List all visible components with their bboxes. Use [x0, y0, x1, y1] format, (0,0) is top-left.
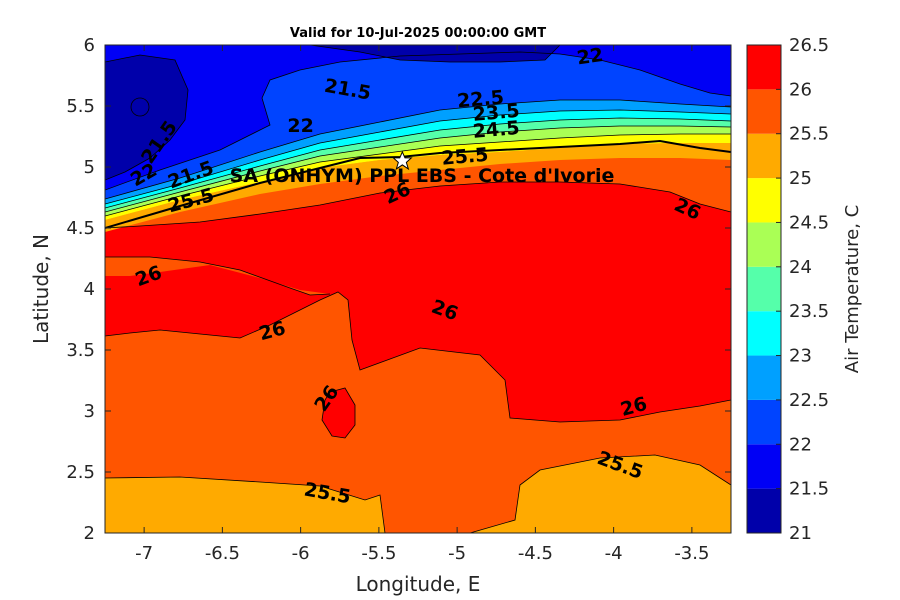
band-23-23.5-coast: [105, 110, 731, 208]
site-label: SA (ONHYM) PPL EBS - Cote d'Ivorie: [230, 165, 615, 187]
colorbar-tick-label: 22.5: [789, 390, 829, 411]
x-tick-label: -5: [448, 543, 466, 564]
colorbar-tick-label: 26: [789, 79, 812, 100]
y-tick-label: 4: [84, 279, 95, 300]
band-26-26.5-lobe: [322, 388, 355, 438]
colorbar-swatch: [747, 178, 781, 223]
y-tick-label: 2: [84, 523, 95, 544]
site-layer: SA (ONHYM) PPL EBS - Cote d'Ivorie: [230, 150, 615, 187]
colorbar-tick-label: 24: [789, 257, 812, 278]
contour-lines: [105, 45, 731, 533]
colorbar-swatch: [747, 45, 781, 90]
x-tick-label: -4.5: [518, 543, 553, 564]
colorbar-tick-label: 23: [789, 346, 812, 367]
colorbar-tick-label: 24.5: [789, 212, 829, 233]
colorbar-swatch: [747, 444, 781, 489]
colorbar-swatch: [747, 311, 781, 356]
colorbar-swatch: [747, 399, 781, 445]
contour-label: 22.5: [456, 86, 505, 112]
x-axis-label: Longitude, E: [356, 572, 481, 596]
band-24-24.5-coast: [105, 126, 731, 216]
y-tick-label: 6: [84, 35, 95, 56]
band-21-21.5-northwest: [105, 55, 188, 180]
colorbar: 21 21.5 22 22.5 23 23.5 24 24.5 25 25.5 26 26.5: [746, 35, 829, 544]
colorbar-label: Air Temperature, C: [842, 205, 863, 373]
colorbar-tick-label: 23.5: [789, 301, 829, 322]
colorbar-tick-label: 25: [789, 168, 812, 189]
y-tick-label: 2.5: [66, 462, 95, 483]
y-tick-label: 4.5: [66, 218, 95, 239]
y-tick-label: 5: [84, 157, 95, 178]
band-21-21.5-north: [310, 45, 560, 62]
x-tick-label: -6.5: [205, 543, 240, 564]
x-tick-label: -6: [292, 543, 310, 564]
contour-label: 24.5: [472, 117, 521, 143]
colorbar-swatch: [747, 133, 781, 179]
band-25-25.5-southeast: [470, 455, 731, 533]
band-25-25.5-coast: [105, 143, 731, 232]
colorbar-tick-label: 25.5: [789, 124, 829, 145]
band-25.5-26-west-strip: [105, 257, 330, 295]
colorbar-swatch: [747, 266, 781, 312]
band-23.5-24-coast: [105, 118, 731, 212]
x-axis: -7 -6.5 -6 -5.5 -5 -4.5 -4 -3.5: [135, 45, 709, 564]
contour-fill-layer: [105, 45, 731, 533]
colorbar-swatch: [747, 355, 781, 400]
contour-label: 25.5: [441, 144, 490, 170]
band-21.5-22: [105, 45, 731, 190]
colorbar-swatch: [747, 488, 781, 533]
contour-label: 22: [575, 44, 604, 69]
band-22-22.5: [105, 52, 731, 199]
y-tick-label: 5.5: [66, 96, 95, 117]
colorbar-frame: [746, 44, 782, 534]
y-tick-label: 3: [84, 401, 95, 422]
coastline: [105, 139, 731, 229]
colorbar-tick-label: 22: [789, 434, 812, 455]
band-26-26.5-main: [105, 182, 731, 422]
chart-title: Valid for 10-Jul-2025 00:00:00 GMT: [290, 26, 546, 41]
y-axis-label: Latitude, N: [29, 234, 53, 344]
band-22.5-23-coast: [105, 100, 731, 204]
colorbar-swatch: [747, 89, 781, 134]
x-tick-label: -7: [135, 543, 153, 564]
band-25-25.5-south: [105, 477, 385, 533]
colorbar-tick-label: 21.5: [789, 479, 829, 500]
site-star-marker: [392, 150, 413, 171]
x-tick-label: -3.5: [674, 543, 709, 564]
colorbar-swatch: [747, 222, 781, 267]
x-tick-label: -5.5: [361, 543, 396, 564]
contour-label: 23.5: [472, 100, 521, 126]
y-tick-label: 3.5: [66, 340, 95, 361]
y-axis: 22.533.544.555.56: [66, 35, 731, 544]
contour-label: 22: [287, 115, 313, 137]
x-tick-label: -4: [605, 543, 623, 564]
colorbar-tick-label: 26.5: [789, 35, 829, 56]
colorbar-tick-label: 21: [789, 523, 812, 544]
